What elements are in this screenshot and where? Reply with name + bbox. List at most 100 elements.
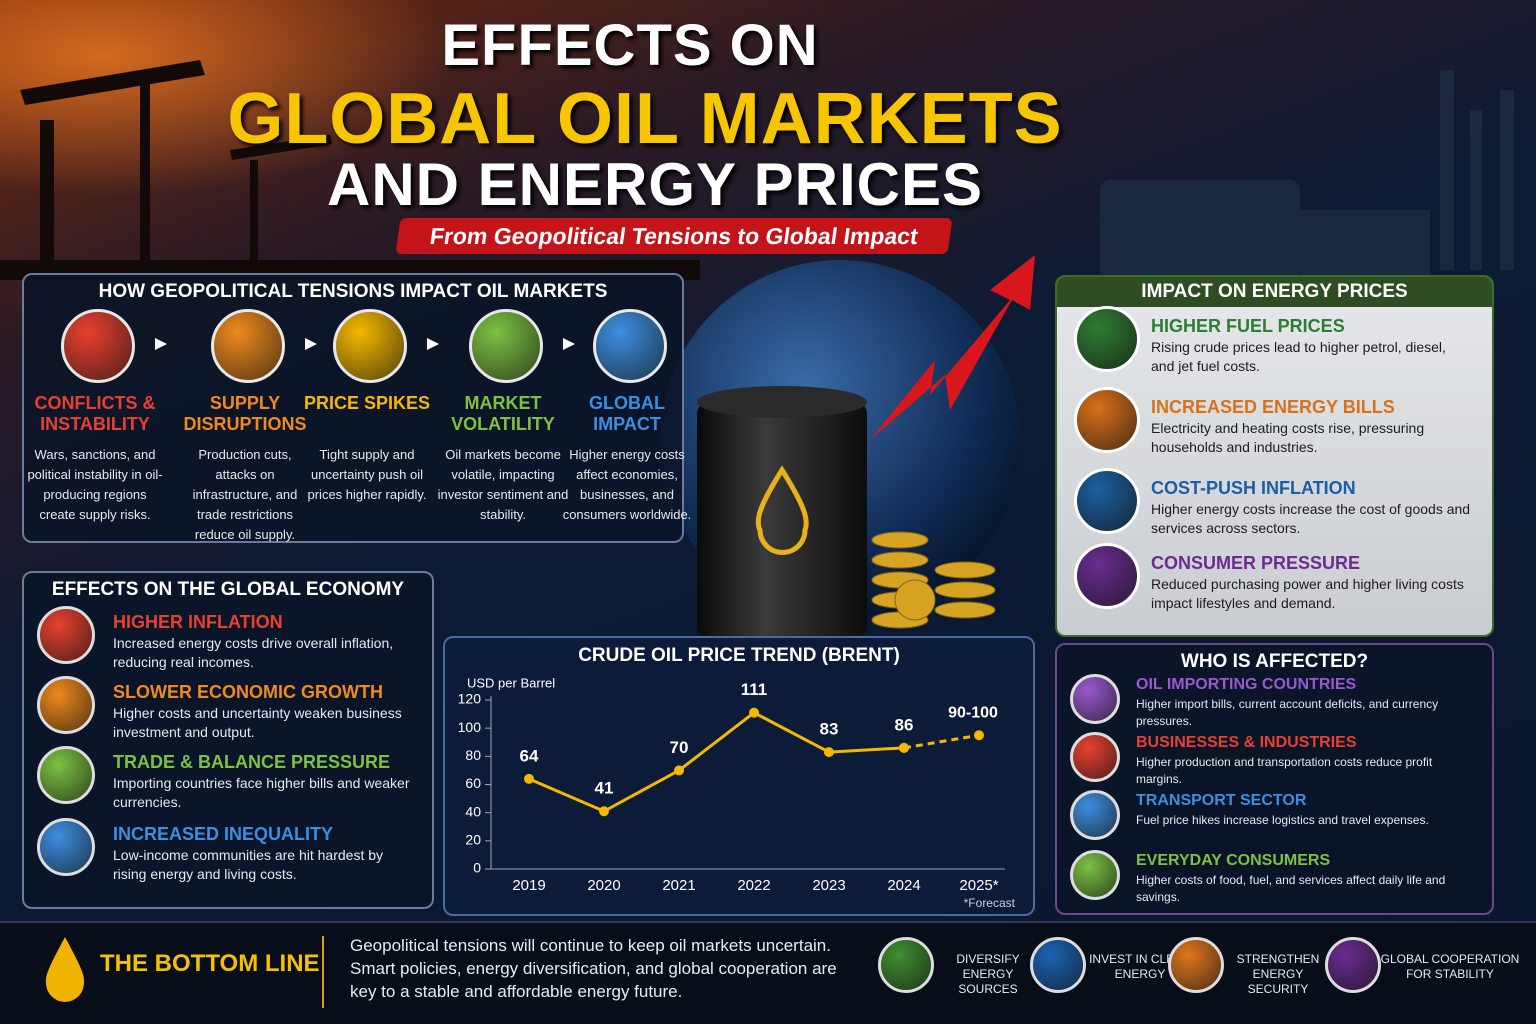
item-text: Higher production and transportation cos… [1136, 755, 1433, 786]
subtitle: From Geopolitical Tensions to Global Imp… [395, 218, 953, 254]
icon [1070, 732, 1120, 782]
item-text: Higher energy costs increase the cost of… [1151, 501, 1471, 536]
icon [37, 606, 95, 664]
y-tick-label: 60 [465, 775, 481, 791]
y-tick-label: 40 [465, 803, 481, 819]
step-title: MARKET VOLATILITY [451, 393, 555, 434]
flow-arrow [427, 338, 439, 350]
x-tick-label: 2023 [812, 877, 845, 894]
item-text: Electricity and heating costs rise, pres… [1151, 420, 1425, 455]
item-title: SLOWER ECONOMIC GROWTH [113, 682, 383, 702]
icon [211, 309, 285, 383]
chart: CRUDE OIL PRICE TREND (BRENT) USD per Ba… [458, 645, 1016, 910]
flow-arrow [155, 338, 167, 350]
y-tick-label: 80 [465, 747, 481, 763]
affected-panel: WHO IS AFFECTED? [1055, 643, 1494, 915]
action-label: STRENGTHEN ENERGY SECURITY [1236, 952, 1320, 996]
title-line: EFFECTS ON [441, 13, 819, 78]
oil-barrel [697, 386, 867, 640]
step-text: Oil markets become volatile, impacting i… [437, 447, 569, 522]
icon [61, 309, 135, 383]
x-tick-label: 2022 [737, 877, 770, 894]
icon [1030, 937, 1086, 993]
item-title: HIGHER FUEL PRICES [1151, 316, 1345, 336]
icon [878, 937, 934, 993]
item-title: INCREASED ENERGY BILLS [1151, 397, 1395, 417]
icon [37, 818, 95, 876]
x-tick-label: 2025* [959, 877, 998, 894]
step-text: Production cuts, attacks on infrastructu… [192, 447, 298, 542]
data-label: 90-100 [948, 704, 998, 721]
item-text: Low-income communities are hit hardest b… [113, 847, 384, 882]
data-point [749, 707, 759, 718]
price-line [903, 733, 980, 750]
step-title: PRICE SPIKES [303, 393, 431, 413]
step-title: CONFLICTS & INSTABILITY [34, 393, 156, 434]
data-point [899, 742, 909, 753]
step-text: Tight supply and uncertainty push oil pr… [307, 447, 427, 502]
icon [1070, 790, 1120, 840]
bottom-text: Geopolitical tensions will continue to k… [350, 936, 837, 1001]
item-text: Importing countries face higher bills an… [113, 775, 410, 810]
y-tick-label: 120 [458, 691, 482, 707]
item-title: INCREASED INEQUALITY [113, 824, 334, 844]
data-label: 83 [820, 720, 839, 739]
action-label: INVEST IN CLEAN ENERGY [1089, 952, 1191, 981]
item-text: Higher costs and uncertainty weaken busi… [113, 705, 402, 740]
x-tick-label: 2019 [512, 877, 545, 894]
data-point [824, 747, 834, 758]
icon [593, 309, 667, 383]
icon [1325, 937, 1381, 993]
data-label: 64 [520, 746, 539, 765]
data-label: 41 [595, 779, 614, 798]
data-label: 111 [741, 680, 768, 699]
icon [1074, 543, 1140, 609]
coins [871, 531, 996, 629]
y-tick-label: 100 [458, 719, 482, 735]
x-tick-label: 2024 [887, 877, 920, 894]
y-axis-label: USD per Barrel [467, 675, 555, 690]
y-tick-label: 0 [473, 860, 481, 876]
action-label: GLOBAL COOPERATION FOR STABILITY [1380, 952, 1520, 981]
step-text: Wars, sanctions, and political instabili… [27, 447, 163, 522]
action-label: DIVERSIFY ENERGY SOURCES [956, 952, 1020, 996]
drop-icon [45, 937, 85, 1002]
rising-arrow [870, 255, 1035, 440]
chart-title: CRUDE OIL PRICE TREND (BRENT) [578, 645, 900, 666]
data-label: 86 [895, 715, 914, 734]
title-line: AND ENERGY PRICES [326, 151, 984, 218]
divider [322, 936, 324, 1008]
chart-panel: CRUDE OIL PRICE TREND (BRENT) USD per Ba… [443, 636, 1035, 916]
panel-title: WHO IS AFFECTED? [1180, 651, 1369, 672]
flow-arrow [563, 338, 575, 350]
data-point [674, 765, 684, 776]
item-title: TRANSPORT SECTOR [1136, 792, 1307, 809]
bottom-title: THE BOTTOM LINE [100, 950, 320, 977]
chart-note: *Forecast [964, 896, 1016, 910]
item-text: Fuel price hikes increase logistics and … [1136, 813, 1429, 827]
item-title: OIL IMPORTING COUNTRIES [1136, 676, 1357, 693]
item-title: EVERYDAY CONSUMERS [1136, 852, 1331, 869]
icon [1074, 387, 1140, 453]
panel-title: EFFECTS ON THE GLOBAL ECONOMY [51, 579, 405, 600]
title-line: GLOBAL OIL MARKETS [227, 79, 1063, 159]
item-title: CONSUMER PRESSURE [1151, 553, 1361, 573]
item-title: HIGHER INFLATION [113, 612, 283, 632]
item-text: Higher costs of food, fuel, and services… [1136, 873, 1446, 904]
item-title: COST-PUSH INFLATION [1151, 478, 1356, 498]
item-text: Higher import bills, current account def… [1136, 697, 1439, 728]
icon [1168, 937, 1224, 993]
icon [1074, 468, 1140, 534]
icon [37, 746, 95, 804]
price-line [528, 710, 905, 813]
data-label: 70 [670, 738, 689, 757]
step-text: Higher energy costs affect economies, bu… [562, 447, 692, 522]
step-title: SUPPLY DISRUPTIONS [183, 393, 307, 434]
item-text: Reduced purchasing power and higher livi… [1151, 576, 1464, 611]
y-tick-label: 20 [465, 832, 481, 848]
item-title: BUSINESSES & INDUSTRIES [1136, 734, 1357, 751]
data-point [599, 806, 609, 817]
icon [333, 309, 407, 383]
icon [37, 676, 95, 734]
